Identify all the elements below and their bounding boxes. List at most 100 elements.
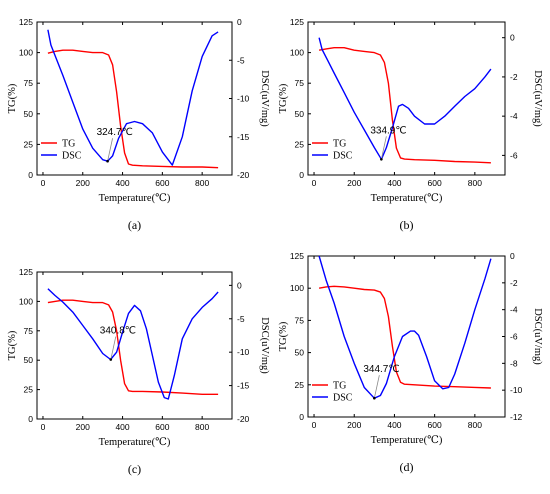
y-left-tick-label: 50	[295, 348, 305, 358]
y-right-tick-label: -5	[237, 55, 245, 65]
annotation-point	[380, 158, 383, 161]
x-tick-label: 800	[468, 178, 482, 188]
y-left-tick-label: 100	[290, 283, 304, 293]
y-left-tick-label: 0	[299, 412, 304, 422]
y-right-axis-title: DSC(uV/mg)	[259, 70, 270, 127]
peak-annotation: 340.8℃	[100, 326, 136, 337]
series-line-tg	[318, 285, 491, 389]
x-tick-label: 800	[468, 420, 482, 430]
annotation-leader	[110, 336, 117, 360]
legend-label-tg: TG	[62, 139, 75, 150]
y-left-tick-label: 25	[295, 139, 305, 149]
y-right-axis-title: DSC(uV/mg)	[532, 308, 543, 365]
y-right-tick-label: -2	[510, 278, 518, 288]
plot-frame	[36, 271, 233, 420]
x-tick-label: 0	[41, 422, 46, 432]
x-tick-label: 600	[155, 422, 169, 432]
y-right-tick-label: -10	[237, 347, 250, 357]
x-tick-label: 200	[347, 178, 361, 188]
series-line-tg	[47, 49, 219, 169]
y-right-tick-label: -10	[510, 385, 523, 395]
annotation-point	[106, 159, 109, 163]
y-right-tick-label: -4	[510, 111, 518, 121]
y-right-tick-label: -4	[510, 305, 518, 315]
legend-label-tg: TG	[333, 139, 346, 150]
y-right-axis-title: DSC(uV/mg)	[532, 70, 543, 127]
y-left-tick-label: 50	[295, 109, 305, 119]
y-left-axis-title: TG(%)	[278, 321, 289, 351]
x-tick-label: 600	[428, 178, 442, 188]
y-left-tick-label: 125	[19, 17, 33, 27]
y-right-tick-label: -20	[237, 170, 250, 180]
y-left-tick-label: 25	[295, 380, 305, 390]
x-tick-label: 400	[387, 178, 401, 188]
x-axis-title: Temperature(℃)	[99, 193, 171, 204]
x-tick-label: 0	[41, 178, 46, 188]
y-left-tick-label: 100	[19, 48, 33, 58]
panel-label: (d)	[400, 460, 414, 474]
peak-annotation: 324.7℃	[97, 127, 133, 138]
y-left-axis-title: TG(%)	[278, 83, 289, 113]
plot-frame	[307, 21, 506, 176]
y-right-tick-label: -15	[237, 381, 250, 391]
y-left-tick-label: 50	[24, 355, 34, 365]
panel-label: (c)	[128, 462, 141, 476]
y-right-tick-label: -2	[510, 72, 518, 82]
legend-label-tg: TG	[333, 381, 346, 392]
panel-label: (a)	[128, 218, 141, 232]
legend-label-dsc: DSC	[333, 393, 353, 404]
annotation-leader	[373, 375, 380, 399]
chart-panel-d: 0 200 400 600 800 0 25 50 75 100 125 -12 -10 -8 -6 -4 -2…	[278, 251, 543, 474]
y-left-tick-label: 25	[24, 139, 34, 149]
y-right-tick-label: 0	[510, 33, 515, 43]
x-tick-label: 400	[115, 422, 129, 432]
x-tick-label: 600	[155, 178, 169, 188]
series-line-tg	[318, 47, 491, 164]
y-left-tick-label: 75	[24, 326, 34, 336]
legend-label-dsc: DSC	[333, 151, 353, 162]
y-left-axis-title: TG(%)	[7, 83, 18, 113]
x-axis-title: Temperature(℃)	[99, 437, 171, 448]
peak-annotation: 334.9℃	[370, 125, 406, 136]
x-tick-label: 800	[195, 422, 209, 432]
panel-label: (b)	[400, 218, 414, 232]
x-tick-label: 0	[312, 178, 317, 188]
y-left-tick-label: 125	[19, 267, 33, 277]
y-left-tick-label: 75	[295, 78, 305, 88]
series-line-dsc	[318, 255, 492, 399]
y-left-tick-label: 0	[299, 170, 304, 180]
x-tick-label: 200	[76, 178, 90, 188]
y-right-tick-label: 0	[237, 280, 242, 290]
y-left-tick-label: 50	[24, 109, 34, 119]
y-right-tick-label: -8	[510, 358, 518, 368]
peak-annotation: 344.7℃	[363, 364, 399, 375]
y-right-tick-label: 0	[237, 17, 242, 27]
annotation-point	[373, 396, 376, 400]
y-right-tick-label: 0	[510, 251, 515, 261]
y-left-tick-label: 75	[24, 78, 34, 88]
x-tick-label: 200	[76, 422, 90, 432]
y-right-tick-label: -15	[237, 132, 250, 142]
chart-panel-a: 0 200 400 600 800 0 25 50 75 100 125 -20 -15 -10 -5 0 Te…	[7, 17, 270, 232]
x-tick-label: 400	[387, 420, 401, 430]
y-left-tick-label: 0	[28, 414, 33, 424]
y-right-tick-label: -6	[510, 150, 518, 160]
x-tick-label: 600	[428, 420, 442, 430]
y-left-tick-label: 125	[290, 17, 304, 27]
series-line-dsc	[47, 29, 219, 166]
y-left-tick-label: 0	[28, 170, 33, 180]
series-line-dsc	[318, 37, 492, 160]
chart-panel-c: 0 200 400 600 800 0 25 50 75 100 125 -20 -15 -10 -5 0 Te…	[7, 267, 270, 476]
annotation-leader	[380, 136, 387, 160]
y-left-tick-label: 100	[290, 48, 304, 58]
series-line-dsc	[47, 288, 219, 400]
y-right-tick-label: -12	[510, 412, 523, 422]
y-right-tick-label: -5	[237, 314, 245, 324]
x-axis-title: Temperature(℃)	[371, 435, 443, 446]
series-line-tg	[47, 299, 219, 395]
y-right-tick-label: -20	[237, 414, 250, 424]
